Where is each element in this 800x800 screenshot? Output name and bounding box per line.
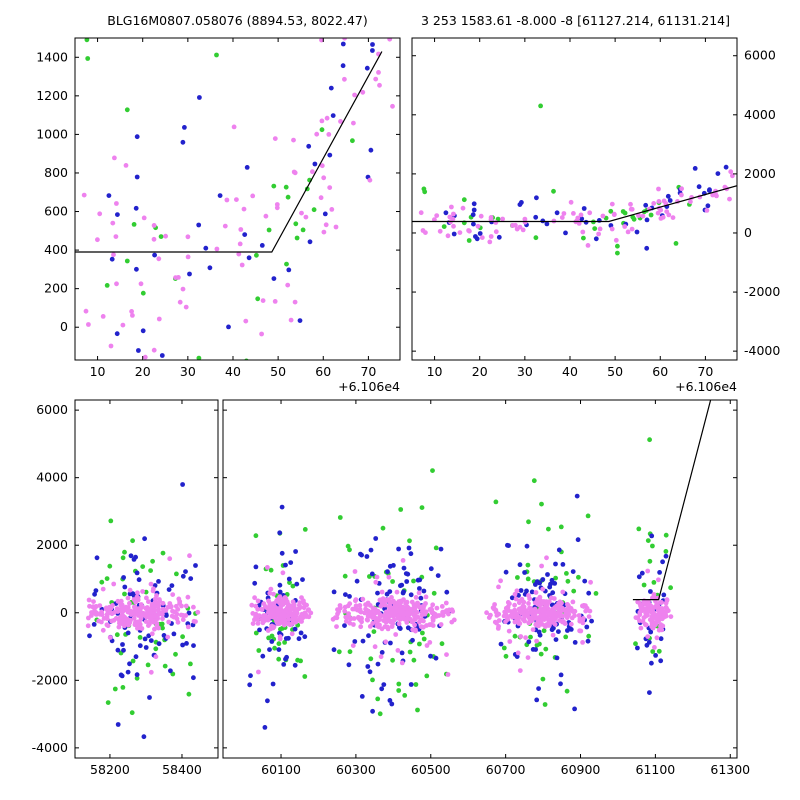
tick-label: 10 [90, 364, 106, 379]
tick-label: 20 [135, 364, 151, 379]
tick-label: 1400 [36, 49, 68, 64]
axes-frame [74, 399, 219, 759]
axes-frame [222, 399, 738, 759]
series-blue-points [106, 41, 375, 358]
tick-label: 800 [44, 165, 68, 180]
tick-label: -2000 [744, 284, 780, 299]
tick-label: 30 [517, 364, 533, 379]
tick-label: 4000 [36, 470, 68, 485]
tick-label: 60 [652, 364, 668, 379]
tick-label: 30 [180, 364, 196, 379]
tick-label: 50 [607, 364, 623, 379]
series-pink-points [81, 38, 395, 360]
plot-title-left: BLG16M0807.058076 (8894.53, 8022.47) [107, 13, 368, 28]
model-line [632, 400, 712, 601]
panel-bottom-left: 58200 58400 -4000 -2000 0 2000 4000 6000 [32, 399, 219, 777]
tick-label: 60100 [261, 762, 301, 777]
tick-label: 20 [472, 364, 488, 379]
tick-label: 10 [427, 364, 443, 379]
tick-label: 61100 [636, 762, 676, 777]
tick-label: 6000 [744, 48, 776, 63]
tick-label: 58200 [90, 762, 130, 777]
tick-label: 58400 [162, 762, 202, 777]
tick-label: +6.106e4 [675, 379, 737, 394]
axes-frame [74, 37, 401, 361]
tick-label: -2000 [32, 672, 68, 687]
tick-label: +6.106e4 [338, 379, 400, 394]
tick-label: 1000 [36, 126, 68, 141]
tick-label: 70 [697, 364, 713, 379]
tick-label: 70 [360, 364, 376, 379]
axes-frame [411, 37, 738, 361]
tick-label: 0 [744, 225, 752, 240]
plot-title-right: 3 253 1583.61 -8.000 -8 [61127.214, 6113… [420, 13, 731, 28]
tick-label: 0 [60, 319, 68, 334]
tick-label: -4000 [744, 343, 780, 358]
tick-label: 2000 [744, 166, 776, 181]
tick-label: 1200 [36, 88, 68, 103]
tick-label: 61300 [710, 762, 750, 777]
tick-label: 60700 [486, 762, 526, 777]
panel-bottom-right: 60100 60300 60500 60700 60900 61100 61300 [222, 399, 750, 777]
tick-label: 600 [44, 204, 68, 219]
panel-top-left: 10 20 30 40 50 60 70 0 200 400 600 800 1000 1200 1400 +… [36, 37, 401, 394]
tick-label: -4000 [32, 740, 68, 755]
tick-label: 60300 [336, 762, 376, 777]
series-green-points [84, 38, 355, 360]
tick-label: 0 [60, 605, 68, 620]
tick-label: 200 [44, 281, 68, 296]
model-line [412, 185, 737, 223]
tick-label: 60 [315, 364, 331, 379]
tick-label: 2000 [36, 537, 68, 552]
series-green-points [253, 437, 673, 717]
tick-label: 60900 [561, 762, 601, 777]
series-pink-points [418, 169, 735, 248]
series-pink-points [249, 555, 674, 677]
tick-label: 40 [225, 364, 241, 379]
tick-label: 400 [44, 242, 68, 257]
panel-top-right: 10 20 30 40 50 60 70 -4000 -2000 0 2000 4000 6000 +6.… [411, 37, 780, 394]
tick-label: 40 [562, 364, 578, 379]
series-pink-points [85, 553, 201, 675]
tick-label: 4000 [744, 107, 776, 122]
tick-label: 50 [270, 364, 286, 379]
tick-label: 6000 [36, 402, 68, 417]
series-blue-points [443, 164, 729, 251]
model-line [75, 51, 383, 253]
tick-label: 60500 [411, 762, 451, 777]
